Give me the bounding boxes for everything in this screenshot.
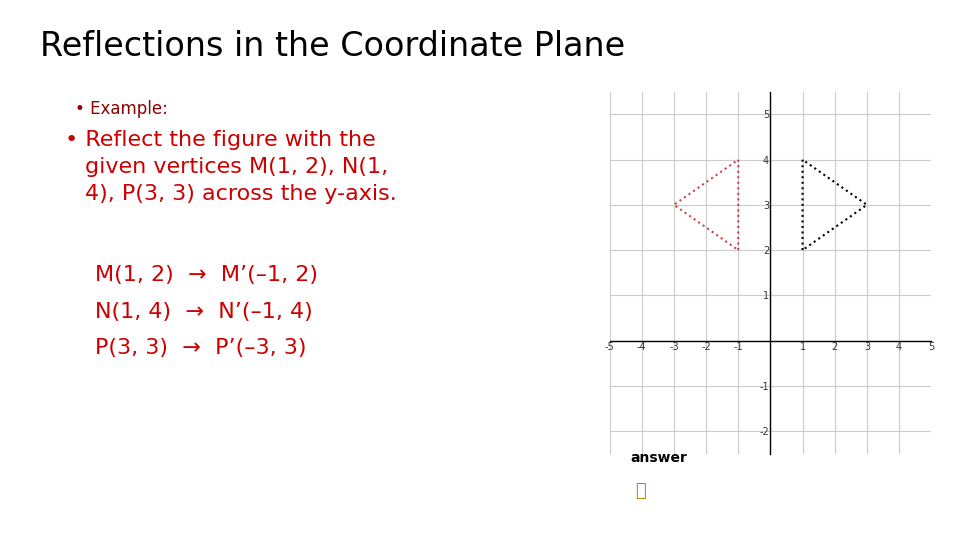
Text: Reflections in the Coordinate Plane: Reflections in the Coordinate Plane bbox=[40, 30, 625, 63]
Text: Click here twice to see
answer: Click here twice to see answer bbox=[630, 432, 807, 465]
Text: N(1, 4)  →  N’(–1, 4): N(1, 4) → N’(–1, 4) bbox=[95, 302, 313, 322]
Text: 4), P(3, 3) across the y-axis.: 4), P(3, 3) across the y-axis. bbox=[85, 184, 396, 204]
Text: P(3, 3)  →  P’(–3, 3): P(3, 3) → P’(–3, 3) bbox=[95, 338, 306, 358]
Text: • Reflect the figure with the: • Reflect the figure with the bbox=[65, 130, 375, 150]
Text: • Example:: • Example: bbox=[75, 100, 168, 118]
Text: M(1, 2)  →  M’(–1, 2): M(1, 2) → M’(–1, 2) bbox=[95, 265, 318, 285]
Text: given vertices M(1, 2), N(1,: given vertices M(1, 2), N(1, bbox=[85, 157, 388, 177]
Text: 🔈: 🔈 bbox=[635, 482, 646, 500]
